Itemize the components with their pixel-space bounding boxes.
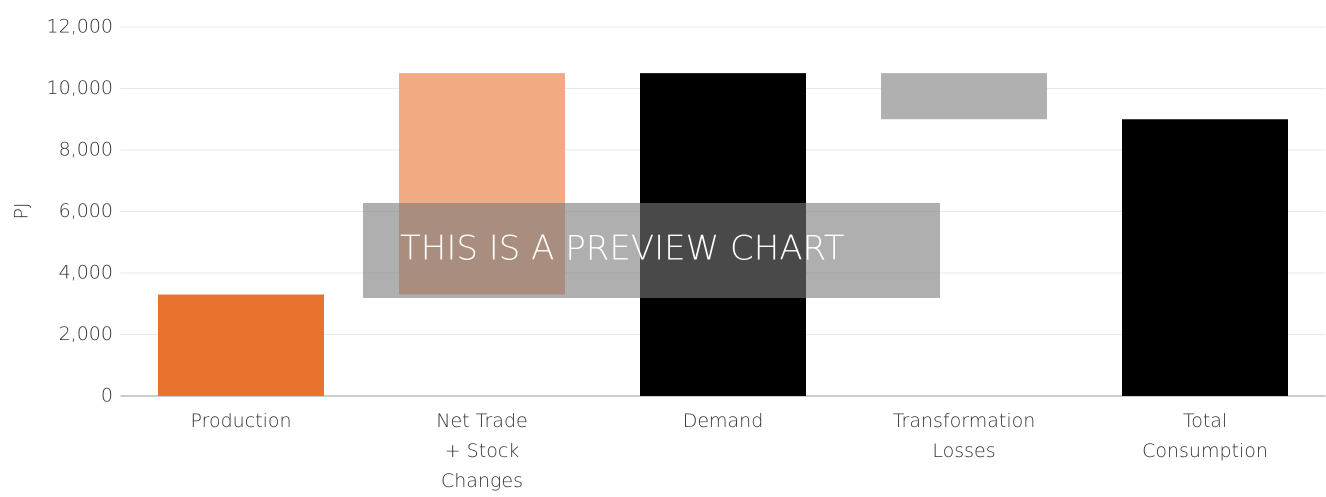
bar	[881, 73, 1047, 120]
x-tick-label: Production	[190, 410, 291, 432]
x-tick-label: Demand	[683, 410, 764, 432]
bar	[1122, 119, 1288, 396]
y-tick-label: 6,000	[59, 200, 113, 222]
x-tick-label: Transformation Losses	[893, 410, 1036, 462]
y-axis-label: PJ	[11, 202, 33, 219]
y-tick-label: 8,000	[59, 139, 113, 161]
y-tick-label: 4,000	[59, 262, 113, 284]
x-tick-label: Total Consumption	[1142, 410, 1268, 462]
bar	[158, 294, 324, 396]
y-tick-label: 2,000	[59, 323, 113, 345]
watermark: THIS IS A PREVIEW CHART	[400, 229, 845, 269]
watermark-box	[363, 203, 940, 298]
y-tick-label: 0	[101, 385, 113, 407]
y-tick-label: 10,000	[47, 77, 113, 99]
y-tick-label: 12,000	[47, 16, 113, 38]
x-tick-label: Net Trade + Stock Changes	[436, 410, 527, 492]
